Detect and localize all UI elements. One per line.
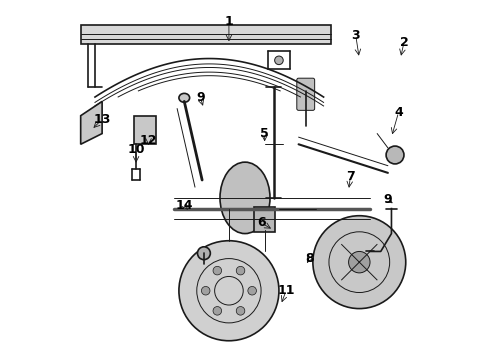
- Text: 6: 6: [257, 216, 266, 229]
- Circle shape: [179, 241, 279, 341]
- Text: 1: 1: [224, 14, 233, 27]
- Text: 10: 10: [127, 143, 145, 156]
- Text: 9: 9: [384, 193, 392, 206]
- Text: 4: 4: [394, 105, 403, 119]
- Circle shape: [348, 251, 370, 273]
- Circle shape: [236, 307, 245, 315]
- Text: 8: 8: [305, 252, 314, 265]
- Circle shape: [386, 146, 404, 164]
- Circle shape: [313, 216, 406, 309]
- Text: 7: 7: [346, 170, 355, 183]
- Ellipse shape: [179, 93, 190, 102]
- Text: 13: 13: [94, 113, 111, 126]
- FancyBboxPatch shape: [254, 207, 275, 232]
- Circle shape: [197, 247, 210, 260]
- Text: 5: 5: [260, 127, 269, 140]
- FancyBboxPatch shape: [297, 78, 315, 111]
- FancyBboxPatch shape: [81, 24, 331, 44]
- Polygon shape: [81, 102, 102, 144]
- Text: 2: 2: [399, 36, 408, 49]
- Circle shape: [201, 287, 210, 295]
- Text: 12: 12: [140, 134, 157, 147]
- Circle shape: [213, 266, 221, 275]
- Circle shape: [275, 56, 283, 64]
- Text: 9: 9: [196, 91, 205, 104]
- Polygon shape: [134, 116, 156, 144]
- Circle shape: [236, 266, 245, 275]
- Text: 14: 14: [175, 198, 193, 212]
- Ellipse shape: [220, 162, 270, 234]
- Circle shape: [213, 307, 221, 315]
- Text: 3: 3: [351, 29, 360, 42]
- Circle shape: [248, 287, 256, 295]
- Text: 11: 11: [277, 284, 295, 297]
